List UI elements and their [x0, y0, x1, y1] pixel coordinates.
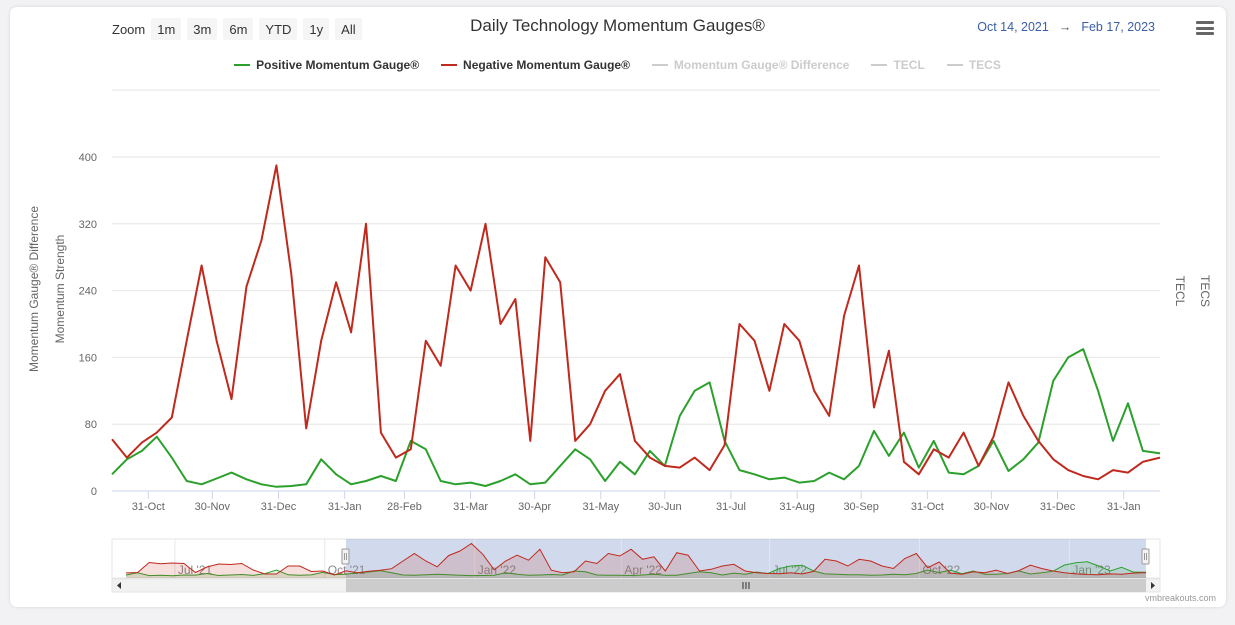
legend-swatch-difference	[651, 64, 668, 66]
legend-swatch-tecl	[871, 64, 888, 66]
navigator-label: Jan '22	[478, 563, 517, 577]
navigator-area-0	[126, 561, 1146, 578]
x-tick-label: 30-Nov	[195, 501, 231, 513]
range-to-input[interactable]: Feb 17, 2023	[1081, 20, 1155, 34]
navigator-handle-right[interactable]	[1141, 548, 1150, 565]
chart-title: Daily Technology Momentum Gauges®	[470, 16, 765, 35]
legend-label-difference: Momentum Gauge® Difference	[673, 58, 850, 72]
range-arrow: →	[1058, 20, 1072, 34]
x-tick-label: 28-Feb	[387, 501, 422, 513]
x-tick-label: 30-Apr	[518, 501, 551, 513]
legend-item-tecs[interactable]: TECS	[946, 58, 1001, 72]
scroll-left-arrow-icon[interactable]	[117, 582, 121, 589]
x-tick-label: 31-Jul	[716, 501, 746, 513]
legend-item-negative[interactable]: Negative Momentum Gauge®	[441, 58, 630, 72]
zoom-1y-button[interactable]: 1y	[303, 18, 330, 40]
y-tick-label: 160	[79, 352, 97, 364]
legend-swatch-positive	[234, 64, 251, 66]
legend-label-tecl: TECL	[893, 58, 925, 72]
y-tick-label: 240	[79, 286, 97, 298]
series-line-0[interactable]	[111, 348, 1161, 488]
x-tick-label: 31-Mar	[453, 501, 488, 513]
y-tick-label: 80	[85, 419, 97, 431]
zoom-all-button[interactable]: All	[335, 18, 362, 40]
range-from-input[interactable]: Oct 14, 2021	[977, 20, 1049, 34]
zoom-1m-button[interactable]: 1m	[151, 18, 182, 40]
x-tick-label: 30-Jun	[648, 501, 682, 513]
legend-label-positive: Positive Momentum Gauge®	[256, 58, 420, 72]
legend-item-positive[interactable]: Positive Momentum Gauge®	[234, 58, 419, 72]
credit-text: vmbreakouts.com	[1144, 593, 1216, 603]
legend-swatch-tecs	[946, 64, 963, 66]
x-tick-label: 31-Dec	[261, 501, 297, 513]
x-tick-label: 31-Jan	[328, 501, 362, 513]
legend-swatch-negative	[441, 64, 458, 66]
x-tick-label: 31-Dec	[1040, 501, 1076, 513]
scroll-right-arrow-icon[interactable]	[1151, 582, 1155, 589]
y-tick-label: 400	[79, 152, 97, 164]
zoom-label: Zoom	[112, 21, 146, 37]
hamburger-menu-icon[interactable]	[1196, 21, 1214, 35]
date-range: Oct 14, 2021 → Feb 17, 2023	[977, 20, 1155, 34]
legend-item-difference[interactable]: Momentum Gauge® Difference	[651, 58, 850, 72]
navigator-label: Jan '23	[1072, 563, 1111, 577]
zoom-3m-button[interactable]: 3m	[187, 18, 218, 40]
series-line-1[interactable]	[111, 164, 1161, 481]
navigator-handle-left[interactable]	[341, 548, 350, 565]
x-tick-label: 31-Oct	[132, 501, 165, 513]
zoom-toolbar: Zoom 1m 3m 6m YTD 1y All	[112, 18, 368, 40]
x-tick-label: 30-Sep	[843, 501, 878, 513]
x-tick-label: 31-Aug	[779, 501, 814, 513]
chart-card	[10, 7, 1226, 607]
x-tick-label: 31-May	[582, 501, 619, 513]
x-tick-label: 31-Jan	[1107, 501, 1141, 513]
zoom-ytd-button[interactable]: YTD	[259, 18, 298, 40]
navigator-label: Apr '22	[624, 563, 662, 577]
legend: Positive Momentum Gauge® Negative Moment…	[0, 58, 1235, 72]
navigator-line-1	[125, 542, 1147, 576]
legend-item-tecl[interactable]: TECL	[871, 58, 925, 72]
legend-label-tecs: TECS	[968, 58, 1001, 72]
x-tick-label: 31-Oct	[911, 501, 944, 513]
legend-label-negative: Negative Momentum Gauge®	[463, 58, 630, 72]
y-tick-label: 320	[79, 219, 97, 231]
x-tick-label: 30-Nov	[974, 501, 1010, 513]
y-tick-label: 0	[91, 486, 97, 498]
zoom-6m-button[interactable]: 6m	[223, 18, 254, 40]
navigator-frame	[111, 538, 1161, 579]
navigator-area-1	[126, 543, 1146, 578]
